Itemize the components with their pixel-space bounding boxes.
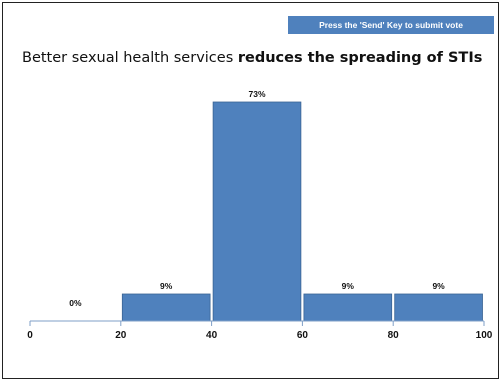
- bar-label-1: 0%: [69, 298, 82, 308]
- x-tick-label-0: 0: [27, 330, 33, 341]
- x-tick-label-20: 20: [115, 330, 127, 341]
- bar-3: [212, 101, 302, 322]
- bar-label-4: 9%: [342, 281, 355, 291]
- bar-label-3: 73%: [248, 89, 265, 99]
- bar-label-2: 9%: [160, 281, 173, 291]
- submit-vote-banner: Press the 'Send' Key to submit vote: [288, 16, 494, 34]
- bar-5: [394, 293, 483, 322]
- bar-2: [121, 293, 211, 322]
- x-tick-label-80: 80: [388, 330, 400, 341]
- chart-title-plain: Better sexual health services: [22, 50, 238, 66]
- bar-label-5: 9%: [432, 281, 445, 291]
- x-tick-label-60: 60: [297, 330, 309, 341]
- x-tick-label-40: 40: [206, 330, 218, 341]
- chart-title-bold: reduces the spreading of STIs: [237, 50, 483, 66]
- x-tick-label-100: 100: [476, 330, 493, 341]
- chart-title: Better sexual health services reduces th…: [22, 50, 497, 66]
- bar-4: [303, 293, 393, 322]
